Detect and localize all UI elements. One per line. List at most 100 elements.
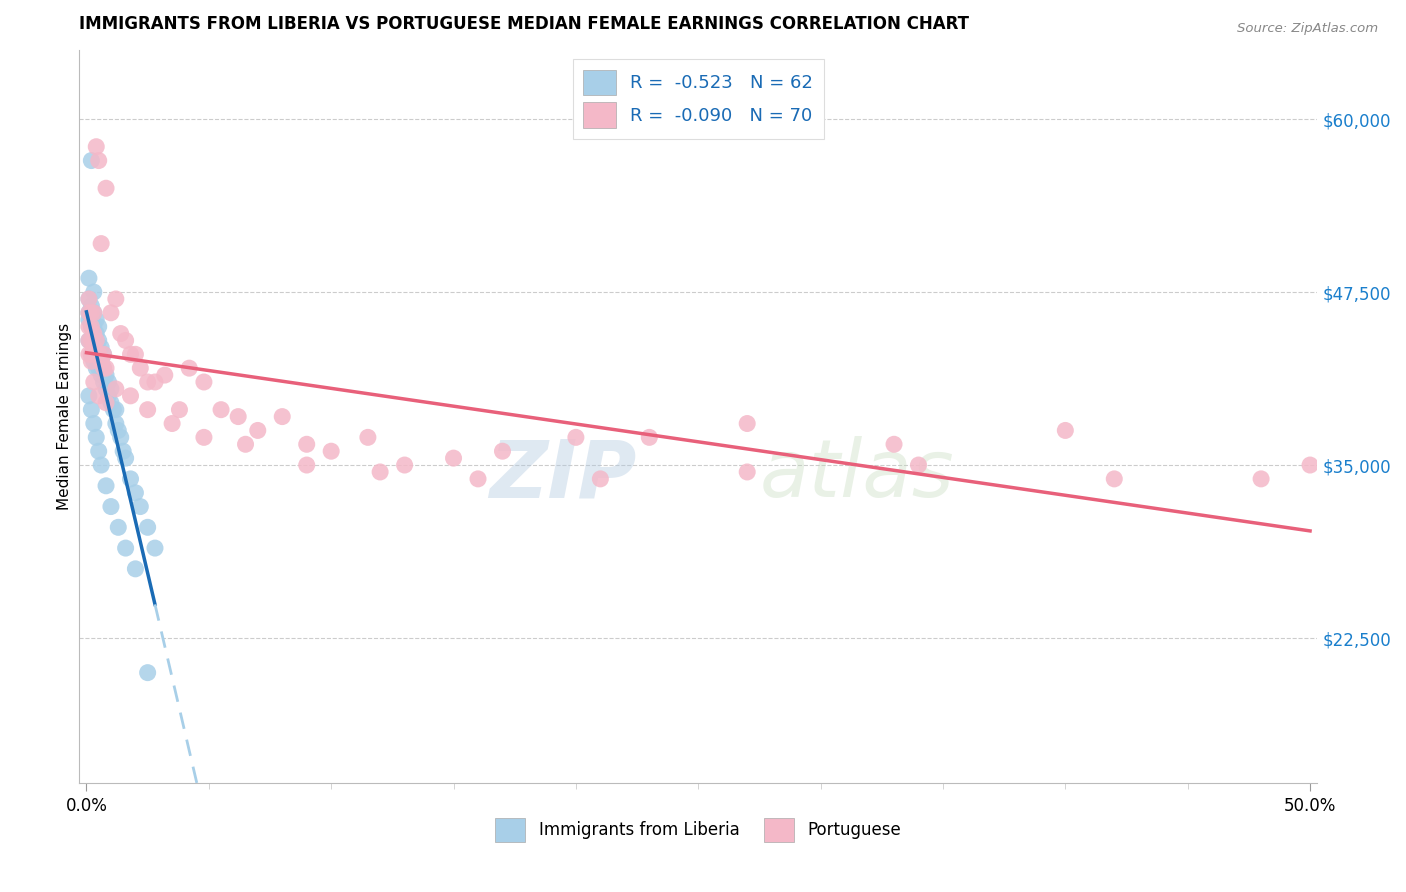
Point [93, 361, 115, 376]
Point [80, 347, 103, 361]
Point [84, 139, 107, 153]
Point [907, 458, 929, 472]
Point [87, 361, 110, 376]
Point [83, 354, 105, 368]
Point [179, 361, 201, 376]
Point [77, 389, 100, 403]
Point [143, 375, 166, 389]
Point [90, 354, 112, 368]
Point [80, 312, 103, 326]
Point [169, 402, 191, 417]
Point [80, 334, 103, 348]
Point [114, 451, 136, 466]
Point [77, 319, 100, 334]
Point [80, 153, 103, 168]
Point [114, 334, 136, 348]
Point [77, 306, 100, 320]
Point [87, 334, 110, 348]
Point [100, 382, 122, 396]
Point [83, 319, 105, 334]
Point [87, 347, 110, 361]
Point [491, 444, 513, 458]
Point [77, 312, 100, 326]
Point [110, 326, 132, 341]
Point [87, 153, 110, 168]
Point [77, 292, 100, 306]
Point [209, 402, 232, 417]
Point [100, 306, 122, 320]
Point [136, 375, 159, 389]
Point [235, 437, 257, 451]
Point [84, 347, 107, 361]
Point [93, 361, 115, 376]
Point [90, 236, 112, 251]
Point [107, 424, 129, 438]
Point [100, 396, 122, 410]
Point [77, 334, 100, 348]
Point [1054, 424, 1077, 438]
Point [193, 430, 215, 444]
Text: ZIP: ZIP [489, 436, 637, 515]
Point [83, 417, 105, 431]
Point [368, 465, 391, 479]
Point [80, 347, 103, 361]
Point [271, 409, 294, 424]
Legend: Immigrants from Liberia, Portuguese: Immigrants from Liberia, Portuguese [488, 812, 908, 848]
Text: Source: ZipAtlas.com: Source: ZipAtlas.com [1237, 22, 1378, 36]
Point [295, 437, 318, 451]
Point [80, 334, 103, 348]
Point [84, 312, 107, 326]
Point [112, 444, 135, 458]
Point [124, 485, 146, 500]
Point [80, 306, 103, 320]
Point [104, 417, 127, 431]
Point [94, 361, 117, 376]
Point [87, 347, 110, 361]
Point [90, 458, 112, 472]
Point [160, 417, 183, 431]
Point [735, 465, 758, 479]
Point [394, 458, 416, 472]
Point [97, 375, 120, 389]
Point [589, 472, 612, 486]
Point [84, 430, 107, 444]
Text: IMMIGRANTS FROM LIBERIA VS PORTUGUESE MEDIAN FEMALE EARNINGS CORRELATION CHART: IMMIGRANTS FROM LIBERIA VS PORTUGUESE ME… [79, 15, 969, 33]
Y-axis label: Median Female Earnings: Median Female Earnings [58, 323, 72, 510]
Point [84, 326, 107, 341]
Point [80, 319, 103, 334]
Point [124, 562, 146, 576]
Point [97, 389, 120, 403]
Point [93, 347, 115, 361]
Point [104, 382, 127, 396]
Point [93, 375, 115, 389]
Point [136, 665, 159, 680]
Point [83, 326, 105, 341]
Point [321, 444, 343, 458]
Point [883, 437, 905, 451]
Point [246, 424, 269, 438]
Point [1250, 472, 1272, 486]
Point [77, 306, 100, 320]
Point [87, 389, 110, 403]
Point [77, 334, 100, 348]
Point [104, 402, 127, 417]
Point [83, 326, 105, 341]
Point [94, 368, 117, 382]
Point [114, 541, 136, 555]
Point [565, 430, 588, 444]
Point [443, 451, 465, 466]
Point [94, 396, 117, 410]
Point [90, 340, 112, 354]
Point [120, 389, 142, 403]
Point [84, 347, 107, 361]
Point [100, 500, 122, 514]
Point [77, 292, 100, 306]
Point [226, 409, 249, 424]
Point [467, 472, 489, 486]
Point [93, 347, 115, 361]
Point [120, 472, 142, 486]
Point [638, 430, 661, 444]
Point [90, 354, 112, 368]
Point [120, 347, 142, 361]
Point [80, 402, 103, 417]
